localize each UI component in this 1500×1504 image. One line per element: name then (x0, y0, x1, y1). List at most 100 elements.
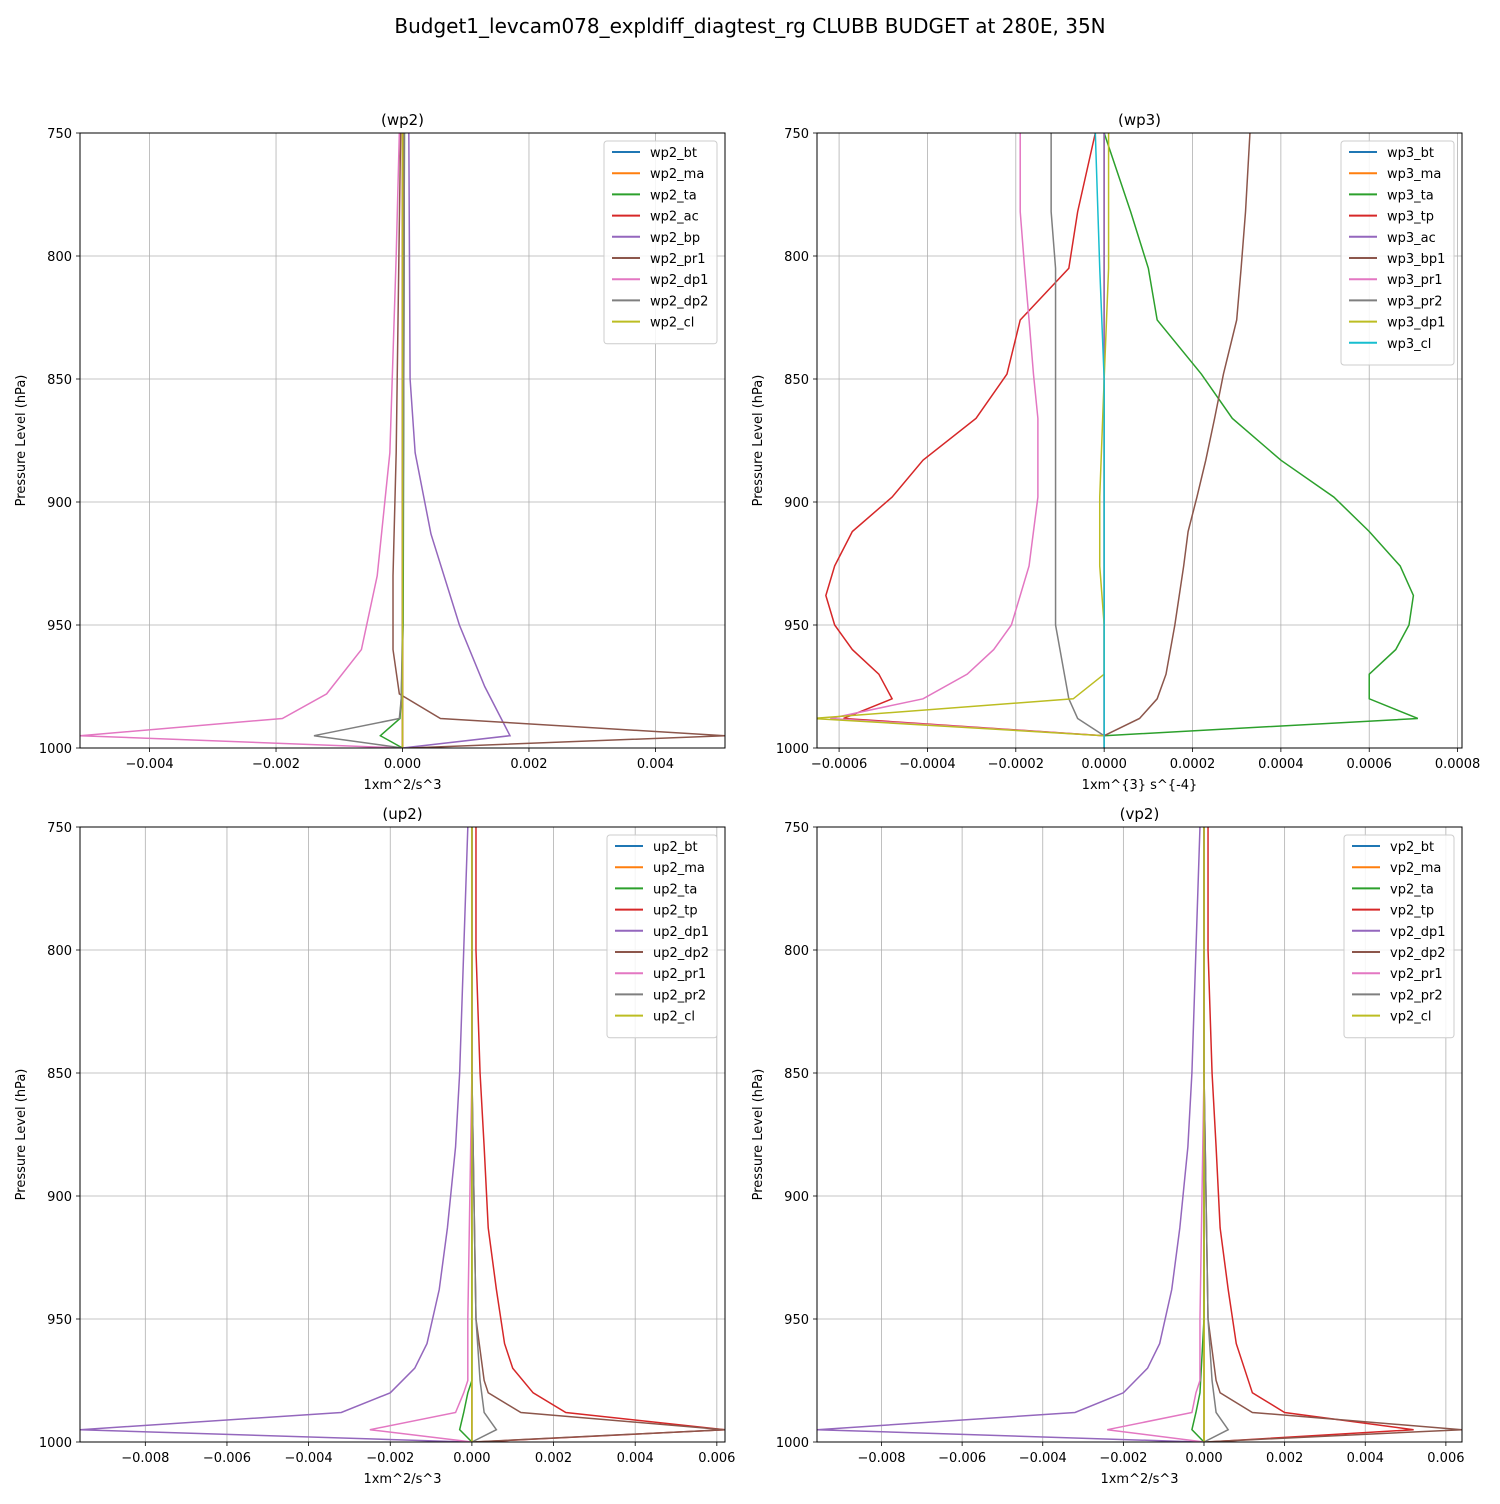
panel-3: −0.008 −0.006 −0.004 −0.002 0.000 0.002 0.004 0… (14, 805, 735, 1487)
panel-3-x-tick-label-0: −0.008 (121, 1451, 169, 1466)
panel-4-title: (vp2) (1120, 805, 1160, 823)
panel-2-x-tick-label-6: 0.0006 (1346, 757, 1392, 772)
panel-1-x-axis-label: 1xm^2/s^3 (363, 778, 441, 793)
panel-2-title: (wp3) (1118, 111, 1161, 129)
panel-1-y-tick-label-2: 850 (47, 373, 72, 388)
panel-4-y-tick-label-0: 750 (784, 821, 809, 836)
panel-1-series-wp2_ta (379, 133, 406, 748)
panel-4-y-tick-label-4: 950 (784, 1313, 809, 1328)
panel-1-series-wp2_pr1 (392, 133, 725, 748)
panel-4-legend-label-vp2_ma: vp2_ma (1390, 861, 1441, 876)
panel-4: −0.008 −0.006 −0.004 −0.002 0.000 0.002 0.004 0… (751, 805, 1464, 1487)
panel-1-legend-label-wp2_ma: wp2_ma (650, 167, 704, 182)
panel-2-series-wp3_dp1 (817, 133, 1110, 737)
panel-3-x-tick-label-6: 0.004 (617, 1451, 654, 1466)
panel-1: −0.004 −0.002 0.000 0.002 0.004 750 800 850 900 9… (14, 111, 726, 793)
panel-2-legend-label-wp3_ma: wp3_ma (1387, 167, 1441, 182)
panel-4-x-tick-label-3: −0.002 (1099, 1451, 1147, 1466)
panel-4-legend-label-vp2_pr1: vp2_pr1 (1390, 967, 1443, 982)
panel-1-title: (wp2) (381, 111, 424, 129)
panel-4-y-tick-label-2: 850 (784, 1067, 809, 1082)
panel-2-x-tick-label-3: 0.0000 (1081, 757, 1127, 772)
panel-3-legend-label-up2_ta: up2_ta (653, 882, 697, 897)
panel-4-legend-label-vp2_dp2: vp2_dp2 (1390, 946, 1446, 961)
panel-2-y-tick-label-1: 800 (784, 250, 809, 265)
figure-title: Budget1_levcam078_expldiff_diagtest_rg C… (394, 14, 1106, 38)
panel-3-legend: up2_bt up2_ma up2_ta up2_tp up2_dp1 up2_dp2up… (606, 834, 718, 1039)
panel-1-series-wp2_bp (402, 133, 512, 748)
panel-3-legend-label-up2_cl: up2_cl (653, 1010, 695, 1025)
panel-3-legend-label-up2_pr2: up2_pr2 (653, 988, 706, 1003)
panel-2-y-tick-label-0: 750 (784, 127, 809, 142)
panel-3-legend-label-up2_bt: up2_bt (653, 840, 698, 855)
panel-4-x-tick-label-5: 0.002 (1266, 1451, 1303, 1466)
panel-2-legend-label-wp3_cl: wp3_cl (1387, 337, 1431, 352)
panel-4-legend-label-vp2_tp: vp2_tp (1390, 904, 1434, 919)
panel-4-y-axis-label: Pressure Level (hPa) (751, 1069, 766, 1201)
panel-3-x-tick-label-7: 0.006 (698, 1451, 735, 1466)
panel-3-series-up2_ta (458, 827, 473, 1442)
panel-1-legend-label-wp2_ta: wp2_ta (650, 188, 697, 203)
panel-3-legend-label-up2_pr1: up2_pr1 (653, 967, 706, 982)
panel-2-x-tick-label-1: −0.0004 (899, 757, 955, 772)
panel-2-y-axis-label: Pressure Level (hPa) (751, 375, 766, 507)
panel-1-y-tick-label-0: 750 (47, 127, 72, 142)
panel-4-x-tick-label-6: 0.004 (1347, 1451, 1384, 1466)
panel-1-legend-label-wp2_dp2: wp2_dp2 (650, 294, 708, 309)
panel-1-legend-label-wp2_pr1: wp2_pr1 (650, 252, 706, 267)
panel-4-x-tick-label-1: −0.006 (938, 1451, 986, 1466)
panel-1-x-tick-label-4: 0.004 (637, 757, 674, 772)
panel-1-legend: wp2_bt wp2_ma wp2_ta wp2_ac wp2_bp wp2_pr1 wp2… (603, 140, 718, 345)
panel-3-x-tick-label-2: −0.004 (285, 1451, 333, 1466)
panel-2-legend-box (1340, 140, 1455, 366)
panel-2-legend-label-wp3_pr1: wp3_pr1 (1387, 273, 1443, 288)
panel-2-series-wp3_ta (1103, 133, 1419, 737)
panel-1-legend-label-wp2_ac: wp2_ac (650, 210, 699, 225)
panel-2-x-tick-label-5: 0.0004 (1258, 757, 1304, 772)
panel-1-y-tick-label-1: 800 (47, 250, 72, 265)
panel-3-legend-label-up2_ma: up2_ma (653, 861, 705, 876)
panel-1-legend-label-wp2_bt: wp2_bt (650, 146, 697, 161)
panel-3-y-tick-label-4: 950 (47, 1313, 72, 1328)
panel-3-x-tick-label-3: −0.002 (366, 1451, 414, 1466)
panel-1-y-tick-label-5: 1000 (39, 742, 72, 757)
panel-1-x-tick-label-1: −0.002 (252, 757, 300, 772)
panel-2-series-wp3_pr2 (1050, 133, 1105, 737)
panel-3-legend-box (606, 834, 718, 1039)
panel-4-series-vp2_pr1 (1107, 827, 1205, 1442)
panel-1-y-axis-label: Pressure Level (hPa) (14, 375, 29, 507)
panel-1-series-wp2_dp1 (80, 133, 403, 748)
panel-3-y-tick-label-1: 800 (47, 944, 72, 959)
panel-4-y-tick-label-1: 800 (784, 944, 809, 959)
panel-3-y-axis-label: Pressure Level (hPa) (14, 1069, 29, 1201)
panel-3-x-tick-label-4: 0.000 (453, 1451, 490, 1466)
panel-3-legend-label-up2_dp2: up2_dp2 (653, 946, 709, 961)
panel-3-x-tick-label-1: −0.006 (203, 1451, 251, 1466)
panel-3-y-tick-label-0: 750 (47, 821, 72, 836)
panel-3-y-tick-label-2: 850 (47, 1067, 72, 1082)
panel-3-legend-label-up2_tp: up2_tp (653, 904, 698, 919)
panel-4-x-tick-label-7: 0.006 (1427, 1451, 1464, 1466)
panel-4-x-tick-label-4: 0.000 (1185, 1451, 1222, 1466)
panel-2-series-wp3_tp (825, 133, 1105, 737)
panel-1-x-tick-label-2: 0.000 (384, 757, 421, 772)
panel-1-x-tick-label-0: −0.004 (126, 757, 174, 772)
panel-2-x-tick-label-2: −0.0002 (988, 757, 1044, 772)
panel-2-legend-label-wp3_ac: wp3_ac (1387, 231, 1436, 246)
panel-4-y-tick-label-5: 1000 (776, 1436, 809, 1451)
panel-4-legend-label-vp2_pr2: vp2_pr2 (1390, 988, 1443, 1003)
panel-2-legend-label-wp3_dp1: wp3_dp1 (1387, 316, 1445, 331)
panel-4-x-tick-label-0: −0.008 (857, 1451, 905, 1466)
panel-2-legend-label-wp3_tp: wp3_tp (1387, 210, 1434, 225)
panel-1-legend-label-wp2_bp: wp2_bp (650, 231, 700, 246)
panel-2-legend: wp3_bt wp3_ma wp3_ta wp3_tp wp3_ac wp3_bp1 wp3… (1340, 140, 1455, 366)
panel-4-legend-label-vp2_dp1: vp2_dp1 (1390, 925, 1446, 940)
panel-3-frame (79, 826, 726, 1443)
panel-4-x-tick-label-2: −0.004 (1019, 1451, 1067, 1466)
panel-4-series-vp2_dp1 (817, 827, 1201, 1442)
panel-4-series-vp2_ta (1191, 827, 1205, 1442)
panel-4-frame (816, 826, 1463, 1443)
panel-2-frame (816, 132, 1463, 749)
